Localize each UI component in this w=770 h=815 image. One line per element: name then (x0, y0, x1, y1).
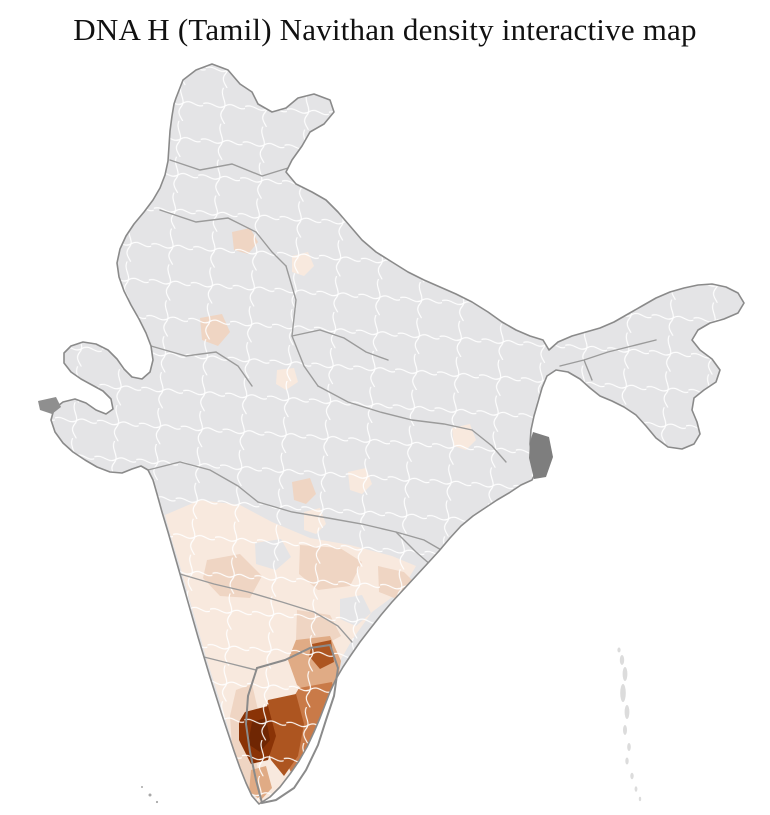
district-mesh (51, 64, 744, 804)
state-borders (147, 159, 657, 671)
lakshadweep-islands[interactable] (141, 786, 159, 804)
andaman-nicobar-islands[interactable] (617, 647, 642, 802)
india-outline-stroke (50, 63, 745, 805)
page-title: DNA H (Tamil) Navithan density interacti… (73, 12, 697, 47)
kutch-dark-area (38, 397, 61, 414)
tamilnadu-state-border (244, 643, 340, 805)
bangladesh-area (529, 432, 553, 479)
